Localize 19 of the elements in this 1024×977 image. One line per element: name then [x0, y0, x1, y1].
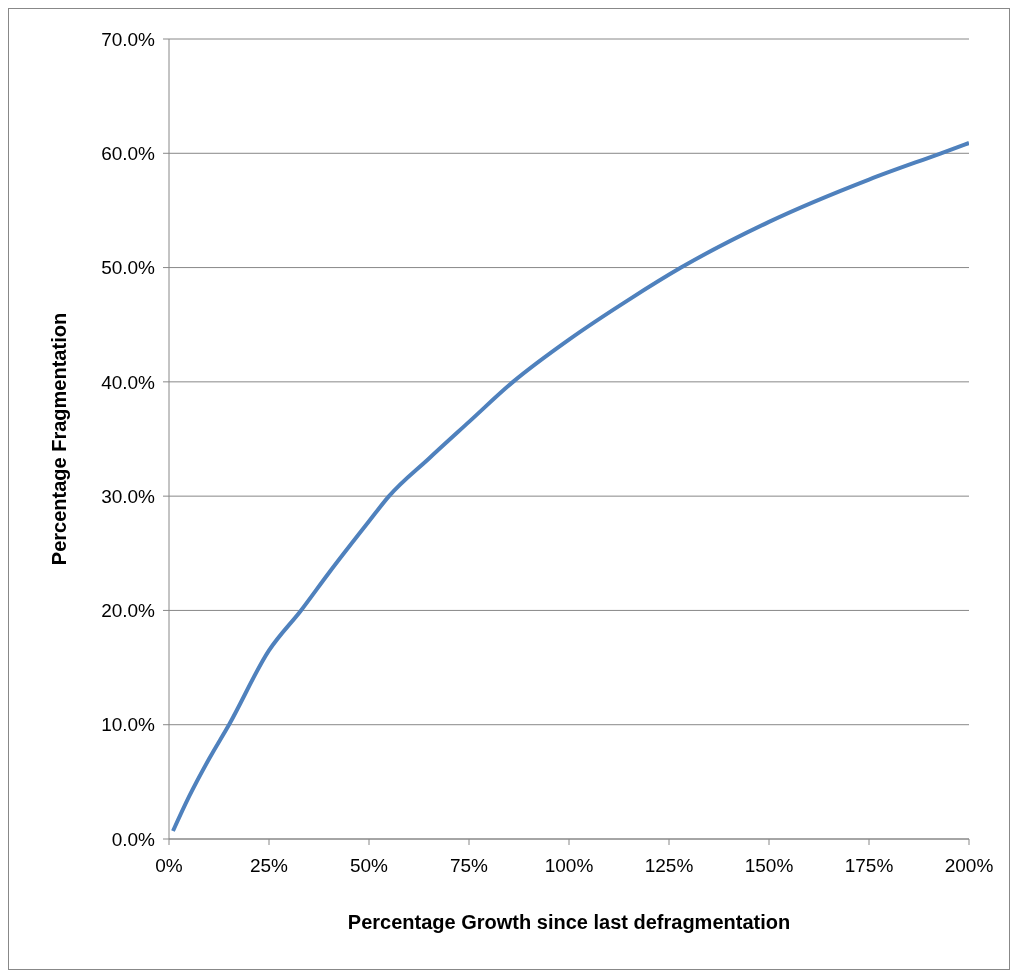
y-tick-label: 50.0%: [101, 257, 156, 279]
y-tick-label: 40.0%: [101, 371, 156, 393]
x-tick-label: 200%: [944, 855, 994, 877]
x-tick-label: 0%: [155, 855, 183, 877]
x-tick-label: 150%: [744, 855, 794, 877]
y-tick-label: 0.0%: [111, 828, 156, 850]
x-tick-label: 75%: [449, 855, 489, 877]
x-tick-label: 125%: [644, 855, 694, 877]
y-tick-label: 10.0%: [101, 714, 156, 736]
y-tick-label: 20.0%: [101, 600, 156, 622]
y-tick-label: 70.0%: [101, 28, 156, 50]
x-tick-label: 100%: [544, 855, 594, 877]
x-tick-label: 50%: [349, 855, 389, 877]
y-tick-label: 60.0%: [101, 143, 156, 165]
x-axis-title: Percentage Growth since last defragmentation: [347, 911, 791, 933]
y-tick-label: 30.0%: [101, 485, 156, 507]
x-tick-label: 175%: [844, 855, 894, 877]
x-tick-label: 25%: [249, 855, 289, 877]
y-axis-title: Percentage Fragmentation: [48, 312, 71, 566]
